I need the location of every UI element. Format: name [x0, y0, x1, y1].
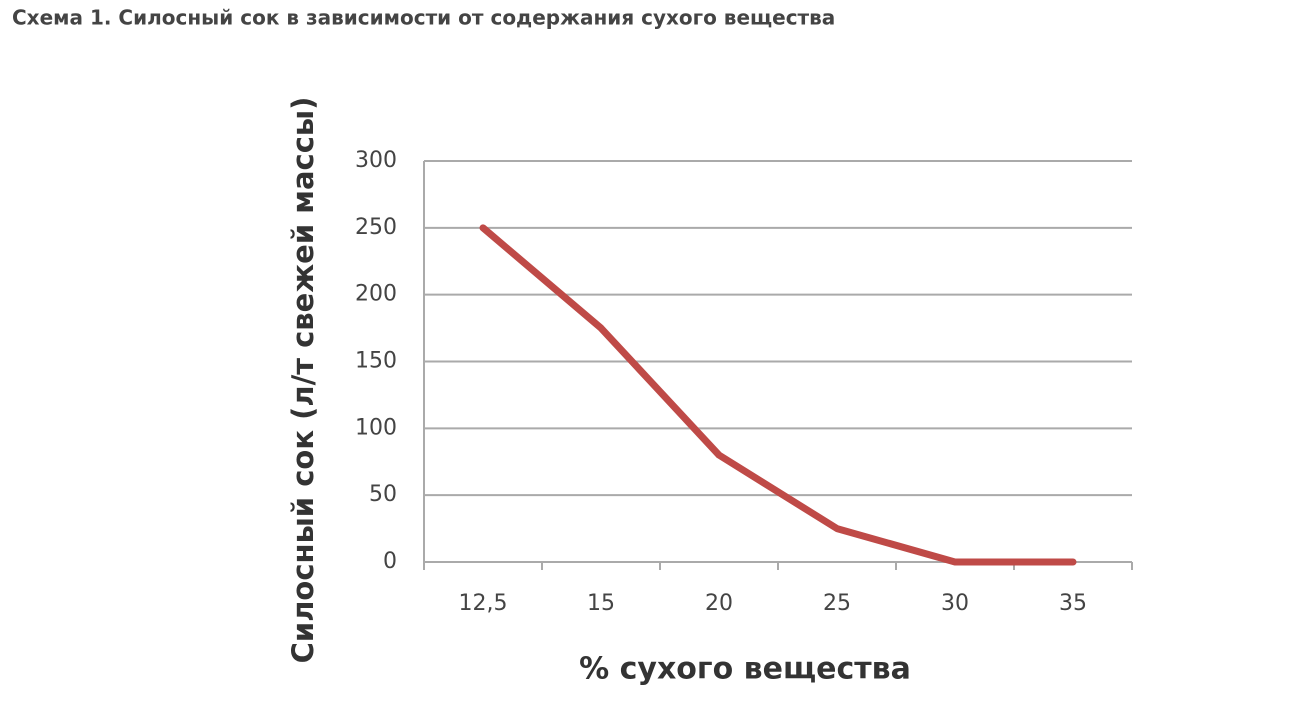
x-axis-label: % сухого вещества — [579, 652, 911, 687]
y-tick-label: 250 — [355, 215, 397, 240]
y-tick-label: 50 — [369, 482, 397, 507]
x-tick-label: 35 — [1059, 591, 1087, 616]
y-tick-label: 100 — [355, 415, 397, 440]
x-tick-label: 12,5 — [459, 591, 508, 616]
x-tick-label: 15 — [587, 591, 615, 616]
x-tick-label: 30 — [941, 591, 969, 616]
y-axis-label: Силосный сок (л/т свежей массы) — [286, 97, 320, 664]
y-tick-label: 0 — [383, 549, 397, 574]
y-tick-label: 300 — [355, 148, 397, 173]
x-tick-label: 25 — [823, 591, 851, 616]
y-tick-label: 200 — [355, 282, 397, 307]
y-tick-label: 150 — [355, 349, 397, 374]
chart-title: Схема 1. Силосный сок в зависимости от с… — [12, 6, 835, 30]
x-tick-label: 20 — [705, 591, 733, 616]
data-line — [479, 224, 1077, 566]
